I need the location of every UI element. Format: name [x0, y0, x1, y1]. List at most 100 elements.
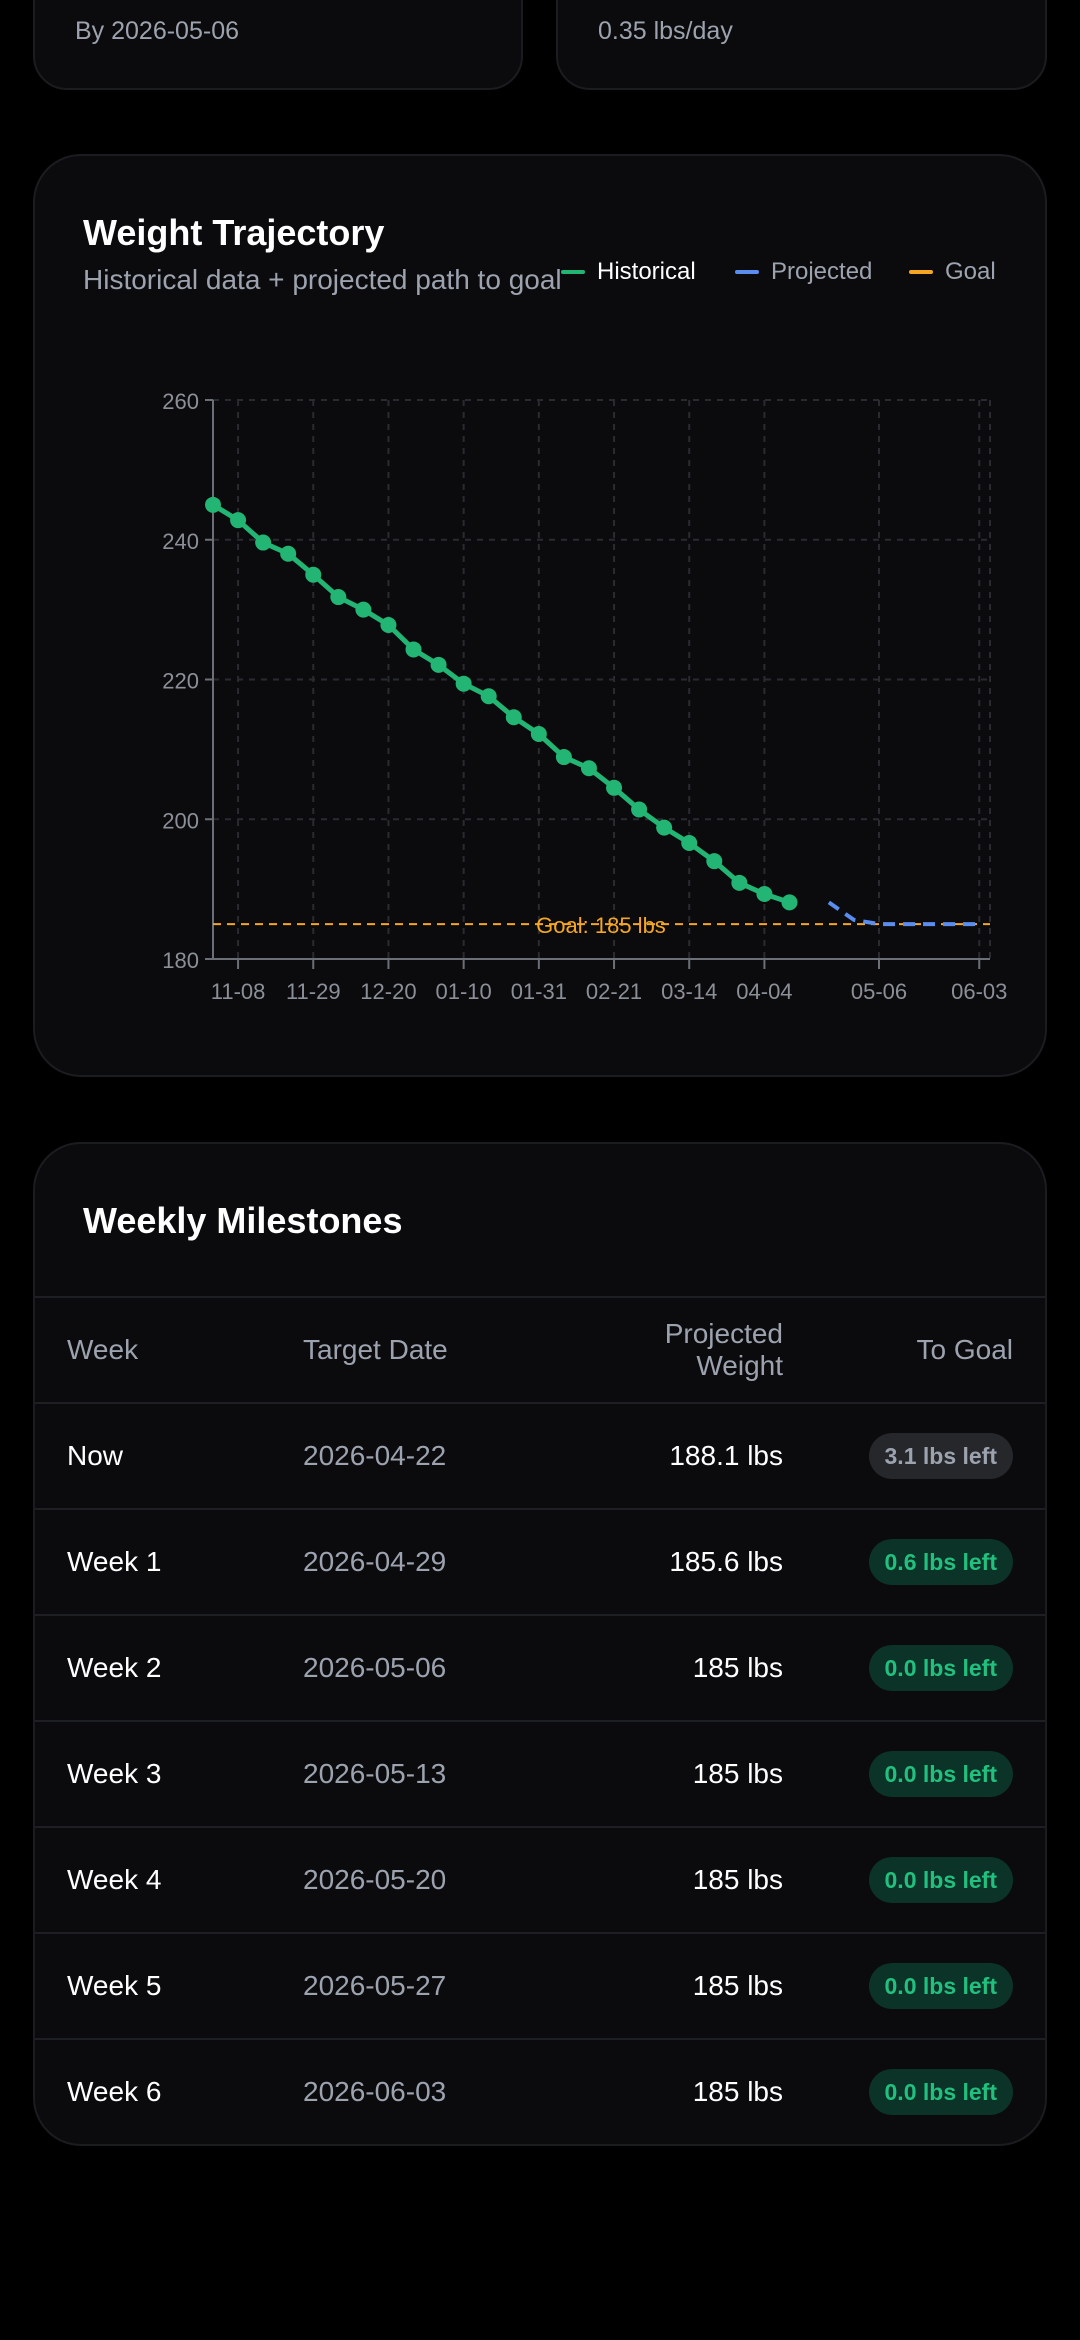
row-week: Week 2 — [35, 1614, 303, 1721]
historical-point — [681, 835, 698, 852]
row-week: Week 3 — [35, 1720, 303, 1827]
row-to-goal: 3.1 lbs left — [783, 1402, 1045, 1509]
legend-goal-label: Goal — [945, 258, 996, 285]
weight-line-chart: 180 200 220 240 260 11-08 11-29 12-20 01-10 01-31… — [162, 389, 1007, 1004]
x-tick-label: 12-20 — [360, 979, 416, 1004]
x-tick-label: 03-14 — [661, 979, 717, 1004]
row-to-goal: 0.0 lbs left — [783, 1720, 1045, 1827]
historical-point — [205, 496, 221, 513]
row-projected-weight: 185 lbs — [583, 1826, 783, 1933]
x-tick-label: 01-31 — [511, 979, 567, 1004]
x-tick-label: 01-10 — [436, 979, 492, 1004]
milestones-header-row: Week Target Date Projected Weight To Goa… — [35, 1296, 1045, 1403]
legend-historical-label: Historical — [597, 258, 696, 285]
status-badge: 3.1 lbs left — [868, 1433, 1013, 1479]
row-to-goal: 0.0 lbs left — [783, 1932, 1045, 2039]
historical-point — [505, 709, 522, 726]
row-week: Now — [35, 1402, 303, 1509]
y-tick-label: 200 — [162, 808, 199, 833]
row-date: 2026-05-06 — [303, 1614, 583, 1721]
row-week: Week 6 — [35, 2038, 303, 2144]
col-header-projected-weight: Projected Weight — [583, 1296, 783, 1403]
row-to-goal: 0.0 lbs left — [783, 1614, 1045, 1721]
legend-projected-label: Projected — [771, 258, 873, 285]
historical-point — [781, 894, 798, 911]
row-projected-weight: 185 lbs — [583, 1720, 783, 1827]
table-row: Week 1 2026-04-29 185.6 lbs 0.6 lbs left — [35, 1508, 1045, 1615]
row-to-goal: 0.0 lbs left — [783, 1826, 1045, 1933]
goal-label: Goal: 185 lbs — [536, 913, 666, 938]
row-projected-weight: 188.1 lbs — [583, 1402, 783, 1509]
historical-point — [480, 688, 497, 705]
historical-point — [631, 801, 648, 818]
historical-point — [455, 675, 472, 692]
historical-point — [405, 641, 422, 658]
status-badge: 0.0 lbs left — [868, 2069, 1013, 2115]
row-date: 2026-05-27 — [303, 1932, 583, 2039]
row-projected-weight: 185.6 lbs — [583, 1508, 783, 1615]
x-tick-label: 05-06 — [851, 979, 907, 1004]
row-date: 2026-06-03 — [303, 2038, 583, 2144]
row-projected-weight: 185 lbs — [583, 2038, 783, 2144]
weekly-milestones-card: Weekly Milestones Week Target Date Proje… — [33, 1142, 1047, 2146]
y-tick-label: 240 — [162, 529, 199, 554]
historical-point — [255, 534, 272, 551]
historical-point — [656, 819, 673, 836]
milestones-table: Week Target Date Projected Weight To Goa… — [35, 1296, 1045, 2144]
historical-point — [731, 874, 748, 891]
row-projected-weight: 185 lbs — [583, 1614, 783, 1721]
status-badge: 0.0 lbs left — [868, 1645, 1013, 1691]
x-tick-label: 02-21 — [586, 979, 642, 1004]
status-badge: 0.0 lbs left — [868, 1963, 1013, 2009]
col-header-to-goal: To Goal — [783, 1296, 1045, 1403]
legend-projected-swatch — [735, 270, 759, 274]
x-tick-label: 04-04 — [736, 979, 792, 1004]
row-date: 2026-04-22 — [303, 1402, 583, 1509]
rate-text: 0.35 lbs/day — [598, 17, 733, 45]
row-week: Week 1 — [35, 1508, 303, 1615]
historical-point — [555, 749, 572, 766]
row-week: Week 5 — [35, 1932, 303, 2039]
row-date: 2026-05-20 — [303, 1826, 583, 1933]
historical-point — [580, 760, 597, 777]
historical-point — [355, 601, 372, 618]
row-to-goal: 0.0 lbs left — [783, 2038, 1045, 2144]
x-tick-label: 11-08 — [211, 979, 266, 1004]
status-badge: 0.0 lbs left — [868, 1857, 1013, 1903]
x-tick-label: 06-03 — [951, 979, 1007, 1004]
historical-point — [606, 779, 623, 796]
chart-subtitle: Historical data + projected path to goal — [83, 264, 562, 295]
historical-point — [756, 886, 773, 903]
historical-point — [330, 589, 347, 606]
table-row: Week 5 2026-05-27 185 lbs 0.0 lbs left — [35, 1932, 1045, 2039]
historical-point — [230, 512, 247, 529]
y-tick-label: 260 — [162, 389, 199, 414]
row-date: 2026-05-13 — [303, 1720, 583, 1827]
row-to-goal: 0.6 lbs left — [783, 1508, 1045, 1615]
table-row: Now 2026-04-22 188.1 lbs 3.1 lbs left — [35, 1402, 1045, 1509]
chart-title: Weight Trajectory — [83, 212, 385, 253]
legend-historical[interactable]: Historical — [561, 258, 696, 286]
historical-point — [380, 616, 397, 633]
legend-goal-swatch — [909, 270, 933, 274]
historical-series-line — [210, 502, 792, 905]
historical-point — [280, 545, 297, 562]
col-header-week: Week — [35, 1296, 303, 1403]
y-tick-label: 180 — [162, 948, 199, 973]
row-projected-weight: 185 lbs — [583, 1932, 783, 2039]
stat-card-goal-date: By 2026-05-06 — [33, 0, 523, 90]
legend-historical-swatch — [561, 270, 585, 274]
table-row: Week 2 2026-05-06 185 lbs 0.0 lbs left — [35, 1614, 1045, 1721]
status-badge: 0.6 lbs left — [868, 1539, 1013, 1585]
table-row: Week 3 2026-05-13 185 lbs 0.0 lbs left — [35, 1720, 1045, 1827]
col-header-target-date: Target Date — [303, 1296, 583, 1403]
goal-date-text: By 2026-05-06 — [75, 17, 240, 45]
historical-point — [430, 656, 447, 673]
table-row: Week 6 2026-06-03 185 lbs 0.0 lbs left — [35, 2038, 1045, 2144]
weight-trajectory-card: Weight Trajectory Historical data + proj… — [33, 154, 1047, 1077]
historical-point — [305, 566, 322, 583]
projected-series-line — [827, 900, 980, 927]
row-date: 2026-04-29 — [303, 1508, 583, 1615]
legend-goal[interactable]: Goal — [909, 258, 996, 286]
legend-projected[interactable]: Projected — [735, 258, 872, 286]
